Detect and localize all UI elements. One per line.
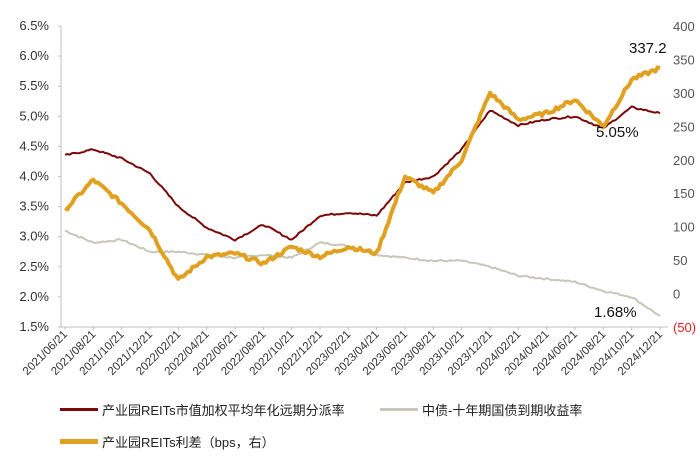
legend-swatch-gray xyxy=(380,408,418,411)
y-tick-label-right: 250 xyxy=(673,119,695,134)
legend-swatch-gold xyxy=(60,439,98,444)
y-tick-label-left: 5.0% xyxy=(19,108,49,123)
x-axis-ticks: 2021/06/212021/08/212021/10/212021/12/21… xyxy=(21,327,665,378)
legend-item-10y-bond-yield[interactable]: 中债-十年期国债到期收益率 xyxy=(380,400,582,419)
y-tick-label-right: 0 xyxy=(673,287,680,302)
y-tick-label-left: 6.0% xyxy=(19,48,49,63)
legend-item-spread[interactable]: 产业园REITs利差（bps，右） xyxy=(60,432,275,451)
y-tick-label-right: 300 xyxy=(673,86,695,101)
series-line-bond-yield xyxy=(64,229,661,317)
y-axis-left-ticks: 6.5% 6.0% 5.5% 5.0% 4.5% 4.0% 3.5% 3.0% 2.5% 2.0%… xyxy=(19,18,61,334)
y-tick-label-right: 150 xyxy=(673,186,695,201)
y-tick-label-left: 1.5% xyxy=(19,319,49,334)
y-tick-label-right: 400 xyxy=(673,19,695,34)
y-tick-label-right: 350 xyxy=(673,52,695,67)
y-tick-label-right: 50 xyxy=(673,253,687,268)
spread-end-label: 337.2 xyxy=(629,40,667,57)
y-tick-label-right: 200 xyxy=(673,153,695,168)
y-tick-label-left: 2.0% xyxy=(19,289,49,304)
bond-end-label: 1.68% xyxy=(594,304,637,321)
y-tick-label-left: 5.5% xyxy=(19,78,49,93)
y-tick-label-left: 6.5% xyxy=(19,18,49,33)
series-lines xyxy=(64,65,661,317)
legend-item-distribution-rate[interactable]: 产业园REITs市值加权平均年化远期分派率 xyxy=(60,400,345,419)
legend-swatch-dark-red xyxy=(60,408,98,411)
series-line-distribution-rate xyxy=(64,105,661,242)
line-chart: 6.5% 6.0% 5.5% 5.0% 4.5% 4.0% 3.5% 3.0% 2.5% 2.0%… xyxy=(19,18,696,378)
legend-label: 产业园REITs利差（bps，右） xyxy=(102,435,275,450)
end-annotations: 337.2 5.05% 1.68% xyxy=(594,40,667,321)
yield-end-label: 5.05% xyxy=(596,124,639,141)
legend-label: 产业园REITs市值加权平均年化远期分派率 xyxy=(102,403,345,418)
y-axis-right-ticks: 400 350 300 250 200 150 100 50 0 (50) xyxy=(673,19,696,335)
series-line-spread xyxy=(64,65,661,281)
legend-label: 中债-十年期国债到期收益率 xyxy=(422,403,583,418)
y-tick-label-left: 3.0% xyxy=(19,229,49,244)
y-tick-label-left: 2.5% xyxy=(19,259,49,274)
y-tick-label-left: 3.5% xyxy=(19,199,49,214)
y-tick-label-left: 4.5% xyxy=(19,138,49,153)
y-tick-label-right: (50) xyxy=(673,320,696,335)
y-tick-label-right: 100 xyxy=(673,220,695,235)
y-tick-label-left: 4.0% xyxy=(19,169,49,184)
